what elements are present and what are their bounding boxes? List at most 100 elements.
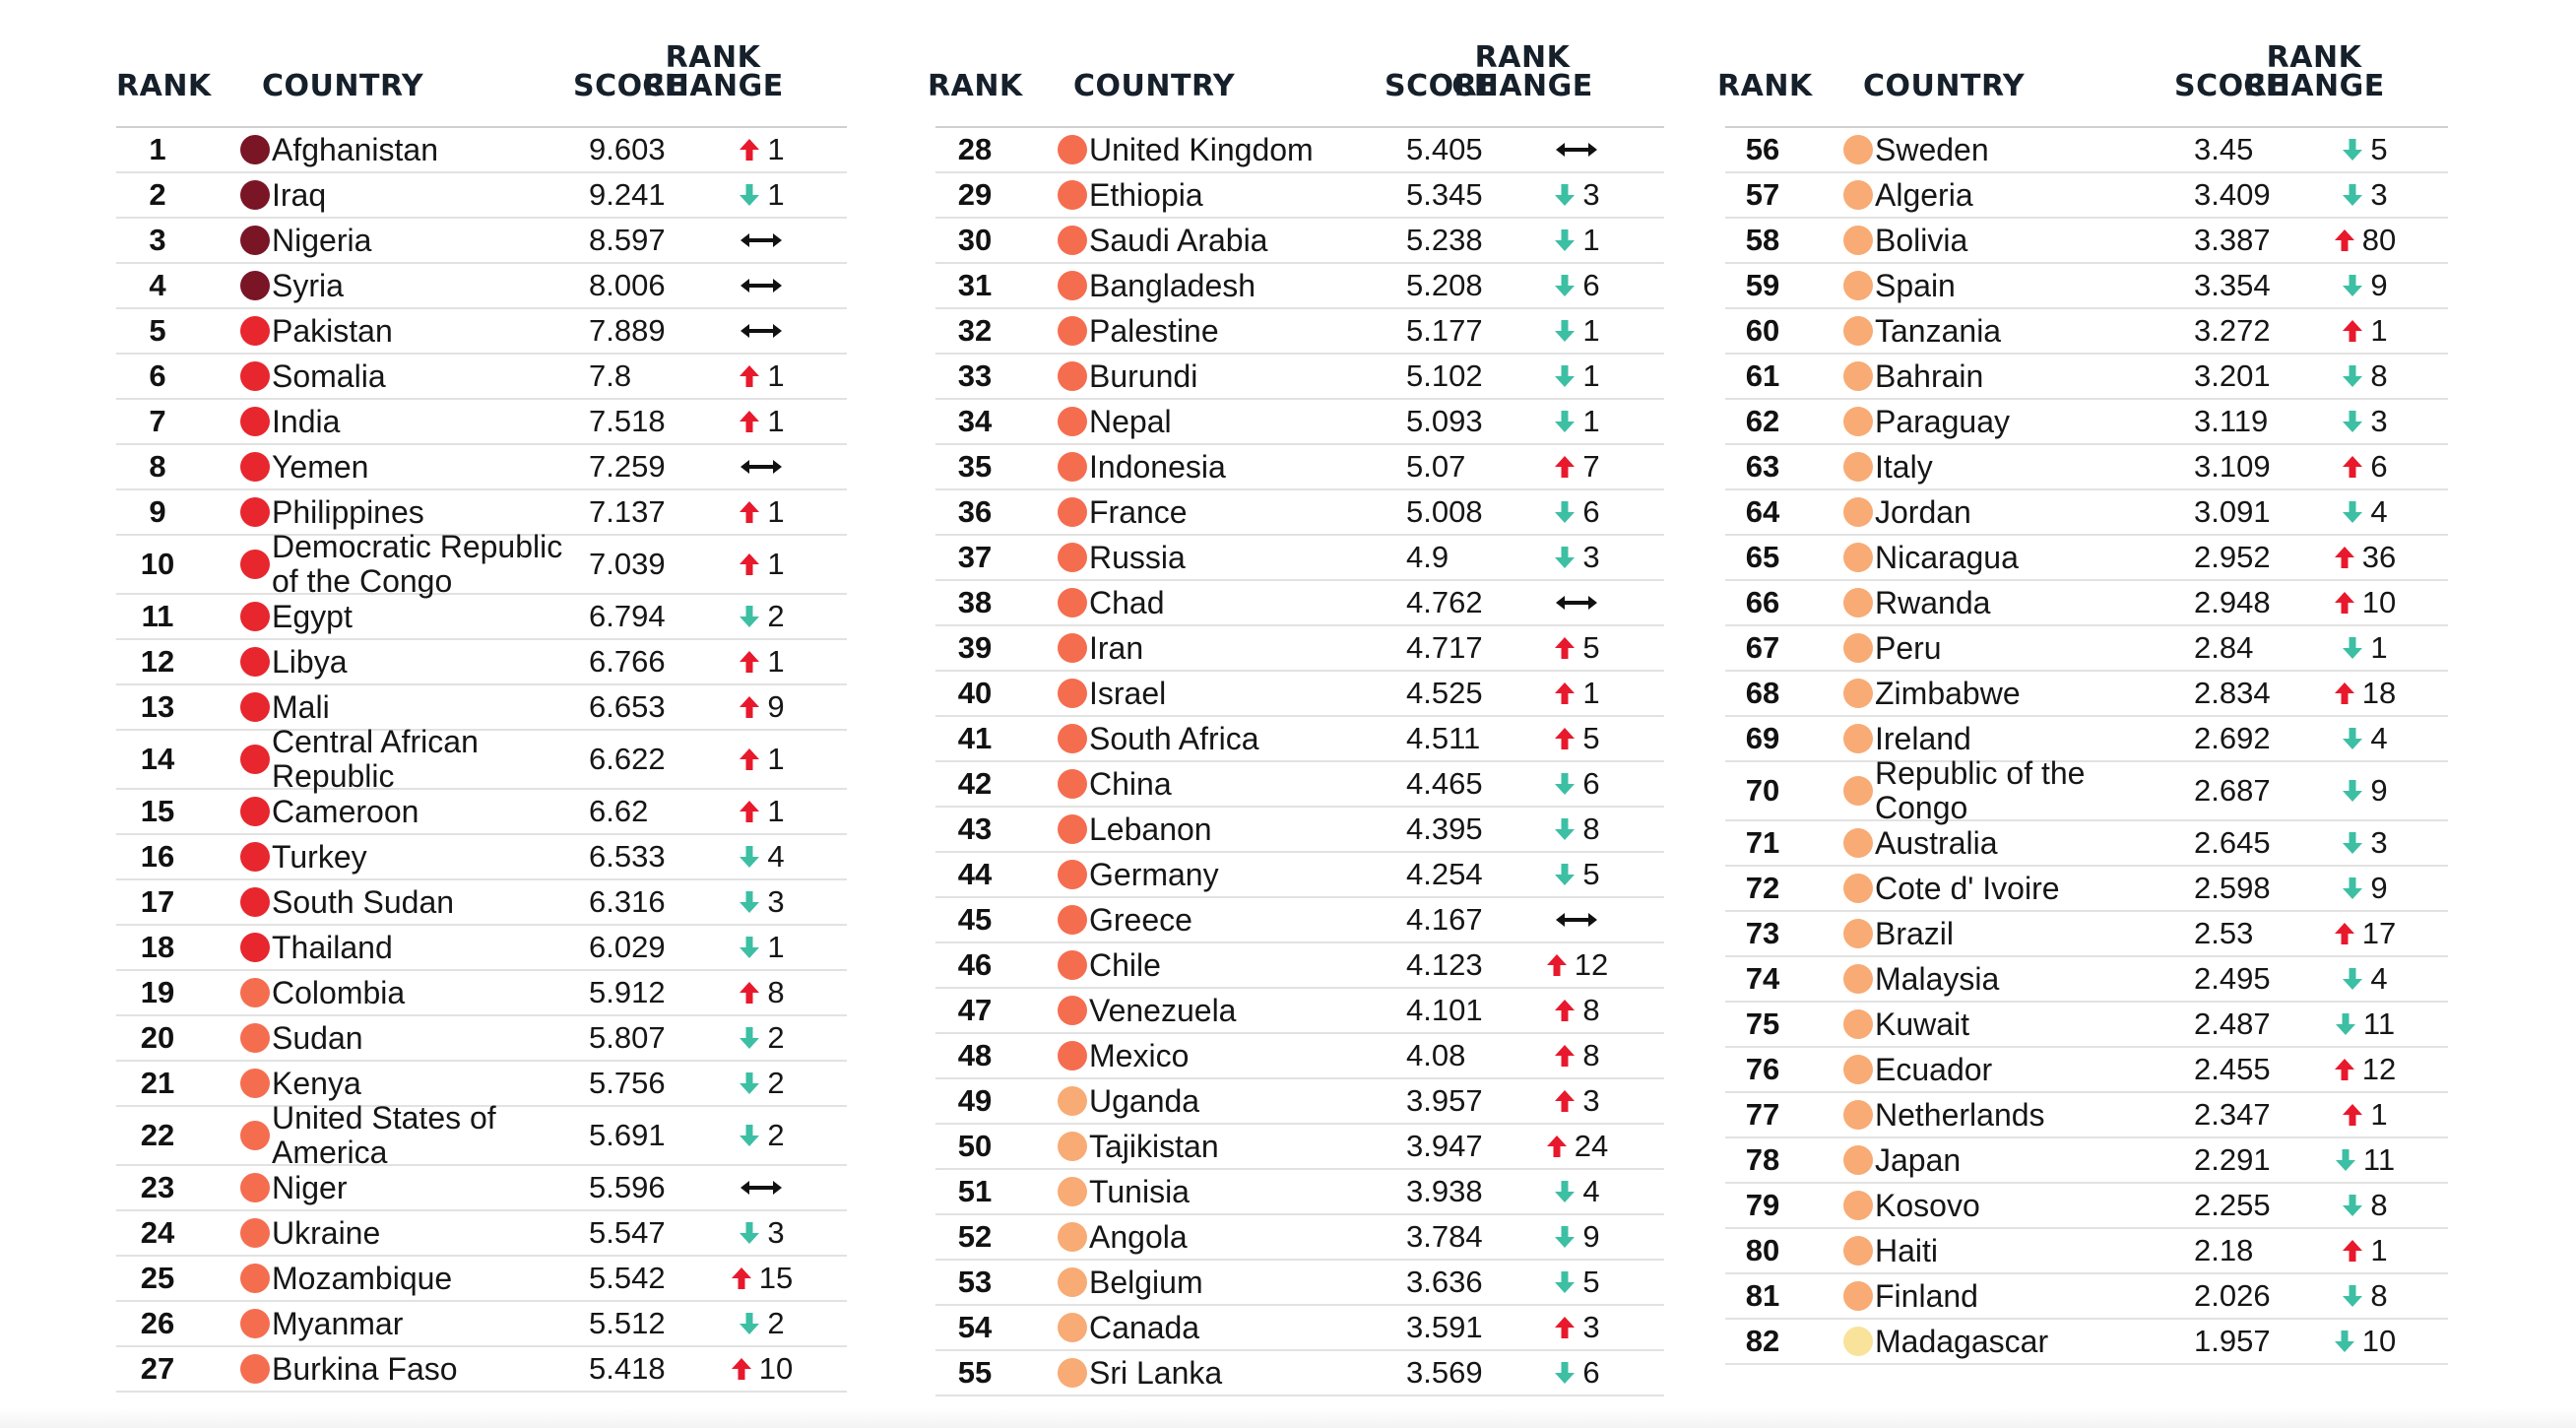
table-row: 66 Rwanda 2.948 10 [1725, 581, 2448, 626]
rank-change-cell: 3 [687, 880, 835, 924]
rank-change-value: 1 [2370, 1233, 2388, 1267]
rank-cell: 14 [140, 742, 175, 776]
country-name: Greece [1089, 901, 1192, 938]
double-arrow-icon [1556, 143, 1597, 157]
risk-level-cell [1824, 128, 1893, 171]
rank-change-cell: 80 [2290, 219, 2438, 262]
table-row: 9 Philippines 7.137 1 [116, 490, 847, 536]
arrow-down-icon [2343, 637, 2363, 659]
risk-level-cell [1038, 808, 1107, 851]
arrow-up-icon [1555, 728, 1576, 749]
country-cell: Ecuador [1875, 1048, 2170, 1091]
risk-level-cell [1038, 898, 1107, 941]
risk-level-cell [1038, 943, 1107, 987]
country-name: Zimbabwe [1875, 675, 2021, 711]
risk-level-cell [1038, 128, 1107, 171]
table-row: 29 Ethiopia 5.345 3 [935, 173, 1664, 219]
risk-level-cell [1824, 1184, 1893, 1227]
rank-cell: 52 [957, 1219, 993, 1254]
rank-change-value: 1 [767, 494, 785, 529]
risk-dot-icon [1843, 543, 1873, 572]
rank-change-value: 5 [1582, 857, 1600, 891]
country-name: Venezuela [1089, 992, 1237, 1028]
arrow-down-icon [1555, 320, 1576, 342]
arrow-up-icon [740, 553, 760, 575]
risk-dot-icon [1058, 452, 1087, 482]
country-cell: Canada [1089, 1306, 1385, 1349]
risk-level-cell [1038, 173, 1107, 217]
country-name: Ecuador [1875, 1051, 1993, 1087]
rank-change-cell [687, 219, 835, 262]
country-cell: Uganda [1089, 1079, 1385, 1123]
country-cell: Greece [1089, 898, 1385, 941]
country-name: Nepal [1089, 403, 1172, 439]
score-cell: 3.45 [2194, 132, 2254, 166]
table-row: 73 Brazil 2.53 17 [1725, 912, 2448, 957]
country-name: Indonesia [1089, 448, 1226, 485]
rank-change-cell: 1 [1503, 400, 1650, 443]
risk-level-cell [1038, 1079, 1107, 1123]
risk-dot-icon [1058, 633, 1087, 663]
risk-dot-icon [240, 797, 270, 826]
score-cell: 4.123 [1406, 947, 1483, 982]
rank-change-value: 3 [2370, 177, 2388, 212]
country-name: Myanmar [272, 1305, 404, 1341]
country-cell: South Sudan [272, 880, 567, 924]
risk-dot-icon [1058, 1132, 1087, 1161]
arrow-up-icon [1555, 1317, 1576, 1338]
country-name: Malaysia [1875, 960, 2000, 997]
rank-change-cell: 10 [687, 1347, 835, 1391]
risk-dot-icon [1843, 633, 1873, 663]
table-row: 61 Bahrain 3.201 8 [1725, 355, 2448, 400]
country-name: Colombia [272, 974, 406, 1010]
rank-cell: 69 [1745, 721, 1780, 755]
score-header: SCORE [1385, 69, 1499, 103]
rank-change-cell: 1 [1503, 355, 1650, 398]
table-row: 12 Libya 6.766 1 [116, 640, 847, 685]
country-cell: Burundi [1089, 355, 1385, 398]
rank-change-cell: 12 [1503, 943, 1650, 987]
table-row: 63 Italy 3.109 6 [1725, 445, 2448, 490]
risk-level-cell [221, 1211, 290, 1255]
arrow-down-icon [2343, 501, 2363, 523]
country-cell: Mexico [1089, 1034, 1385, 1077]
rank-cell: 81 [1745, 1278, 1780, 1313]
risk-dot-icon [1058, 950, 1087, 980]
table-row: 65 Nicaragua 2.952 36 [1725, 536, 2448, 581]
arrow-down-icon [740, 184, 760, 206]
rank-cell: 60 [1745, 313, 1780, 348]
rank-change-value: 11 [2362, 1142, 2396, 1177]
country-name: Finland [1875, 1277, 1978, 1314]
country-cell: Afghanistan [272, 128, 567, 171]
country-cell: Italy [1875, 445, 2170, 488]
rank-change-cell [687, 264, 835, 307]
rank-cell: 73 [1745, 916, 1780, 950]
risk-dot-icon [240, 226, 270, 255]
country-name: Republic of the Congo [1875, 755, 2086, 825]
rank-change-value: 8 [1582, 811, 1600, 846]
arrow-up-icon [2343, 1240, 2363, 1262]
risk-dot-icon [1058, 1086, 1087, 1116]
arrow-down-icon [1555, 365, 1576, 387]
country-name: Paraguay [1875, 403, 2010, 439]
table-row: 58 Bolivia 3.387 80 [1725, 219, 2448, 264]
country-cell: Saudi Arabia [1089, 219, 1385, 262]
risk-dot-icon [240, 407, 270, 436]
risk-level-cell [1824, 1003, 1893, 1046]
score-cell: 2.026 [2194, 1278, 2271, 1313]
score-cell: 2.291 [2194, 1142, 2271, 1177]
score-cell: 5.807 [589, 1020, 666, 1055]
rank-change-value: 12 [2361, 1052, 2397, 1086]
risk-dot-icon [240, 745, 270, 774]
country-name: Yemen [272, 448, 369, 485]
country-name: Saudi Arabia [1089, 222, 1268, 258]
risk-dot-icon [240, 1218, 270, 1248]
risk-dot-icon [240, 978, 270, 1007]
rank-cell: 59 [1745, 268, 1780, 302]
score-cell: 5.912 [589, 975, 666, 1009]
rank-cell: 23 [140, 1170, 175, 1204]
risk-level-cell [1038, 581, 1107, 624]
risk-dot-icon [1058, 588, 1087, 617]
rank-change-cell: 1 [2290, 309, 2438, 353]
arrow-down-icon [1555, 275, 1576, 296]
